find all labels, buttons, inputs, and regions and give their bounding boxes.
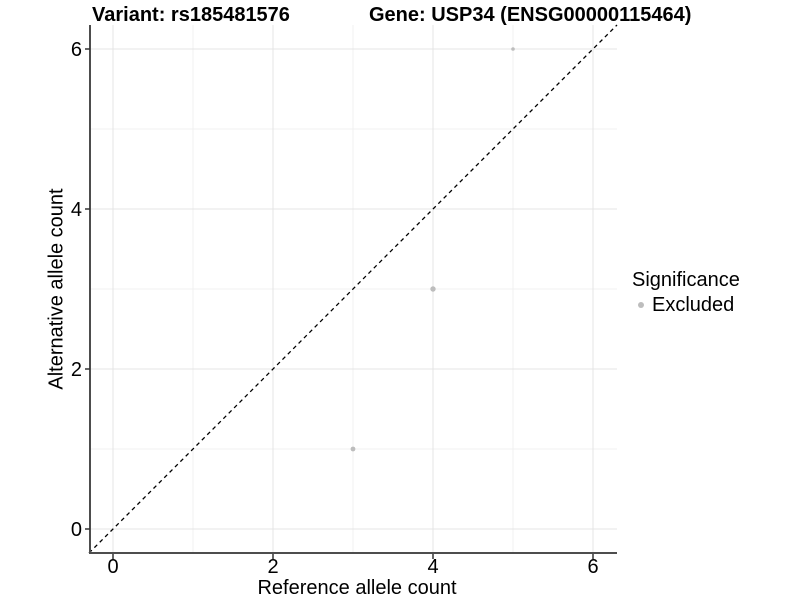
x-axis-title: Reference allele count xyxy=(257,577,457,599)
y-tick-label: 0 xyxy=(71,519,82,541)
legend-item-label: Excluded xyxy=(652,293,735,316)
x-tick-label: 6 xyxy=(587,556,598,578)
plot-title-variant: Variant: rs185481576 xyxy=(92,4,290,26)
y-axis-title: Alternative allele count xyxy=(45,188,68,390)
legend-point-icon xyxy=(638,302,644,308)
legend: Significance Excluded xyxy=(632,269,740,316)
x-tick-label: 2 xyxy=(267,556,278,578)
plot-title-gene: Gene: USP34 (ENSG00000115464) xyxy=(369,4,692,26)
legend-title: Significance xyxy=(632,269,740,291)
data-point xyxy=(511,47,515,51)
x-tick-label: 0 xyxy=(107,556,118,578)
legend-item-excluded: Excluded xyxy=(632,293,740,316)
data-point xyxy=(430,286,436,292)
data-point xyxy=(350,446,356,452)
x-tick-label: 4 xyxy=(427,556,438,578)
y-tick-label: 2 xyxy=(71,359,82,381)
identity-dashed-line xyxy=(88,24,618,554)
y-tick-label: 6 xyxy=(71,39,82,61)
y-tick-label: 4 xyxy=(71,199,82,221)
